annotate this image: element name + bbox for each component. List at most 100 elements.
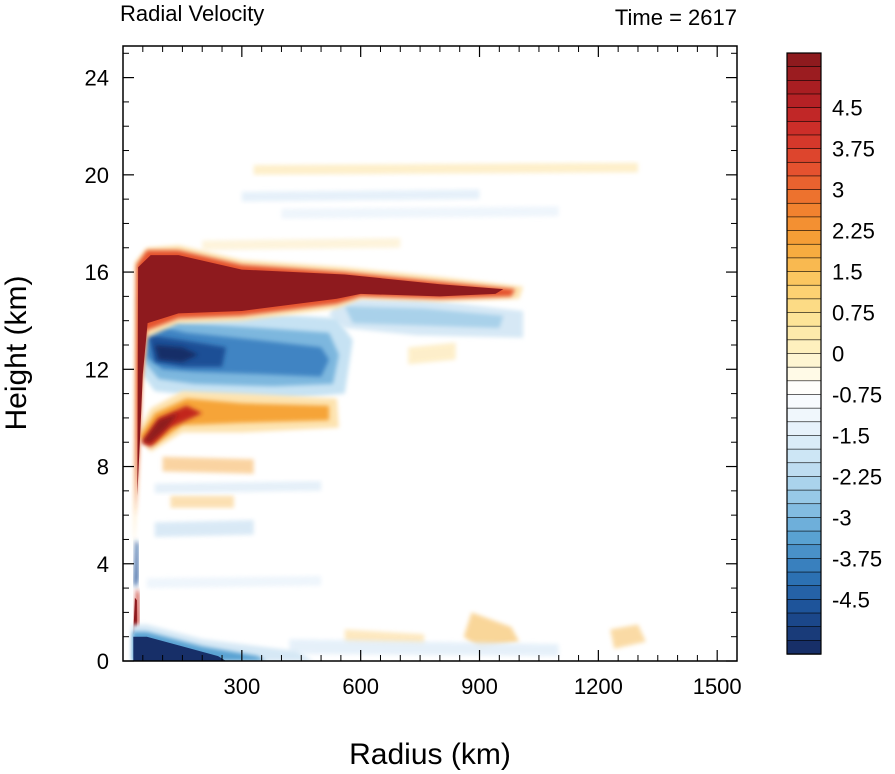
y-tick-label: 24 bbox=[85, 66, 109, 91]
y-axis: 0 4 8 12 16 20 24 bbox=[85, 52, 737, 674]
colorbar-band bbox=[786, 612, 822, 628]
colorbar-band bbox=[786, 216, 822, 232]
colorbar-band bbox=[786, 312, 822, 327]
colorbar-band bbox=[786, 271, 822, 286]
faint-inflow-18km bbox=[281, 206, 559, 219]
faint-inflow-3km bbox=[146, 575, 322, 589]
colorbar-band bbox=[786, 380, 822, 396]
colorbar-band bbox=[786, 230, 822, 245]
upper-inflow-max bbox=[154, 345, 199, 362]
upper-inflow-outer bbox=[344, 306, 504, 328]
colorbar-label: -3.75 bbox=[832, 546, 882, 571]
colorbar-band bbox=[786, 284, 822, 300]
colorbar-band bbox=[786, 189, 822, 204]
x-tick-label: 600 bbox=[342, 674, 379, 699]
plot-area bbox=[122, 45, 738, 662]
colorbar-band bbox=[786, 462, 822, 478]
colorbar-label: -2.25 bbox=[832, 464, 882, 489]
colorbar-label: -0.75 bbox=[832, 382, 882, 407]
faint-outflow-20km bbox=[253, 162, 638, 175]
faint-inflow-5km bbox=[154, 520, 254, 537]
mid-outflow-max bbox=[142, 413, 179, 443]
y-tick-label: 8 bbox=[97, 455, 109, 480]
x-tick-label: 900 bbox=[461, 674, 498, 699]
x-tick-label: 1500 bbox=[693, 674, 742, 699]
colorbar-band bbox=[786, 243, 822, 259]
upper-outflow-core bbox=[137, 255, 504, 496]
colorbar-frame bbox=[786, 52, 822, 655]
colorbar-band bbox=[786, 134, 822, 150]
colorbar-band bbox=[786, 599, 822, 614]
colorbar-band bbox=[786, 544, 822, 560]
colorbar-label: 1.5 bbox=[832, 260, 863, 285]
faint-inflow-19km bbox=[241, 189, 480, 202]
colorbar-band bbox=[786, 503, 822, 519]
colorbar-label: 4.5 bbox=[832, 96, 863, 121]
colorbar-band bbox=[786, 161, 822, 177]
surface-outflow-1250 bbox=[610, 624, 646, 649]
x-tick-label: 300 bbox=[223, 674, 260, 699]
chart-title: Radial Velocity bbox=[120, 1, 264, 26]
faint-outflow-12km bbox=[408, 342, 456, 365]
colorbar-band bbox=[786, 93, 822, 109]
colorbar-band bbox=[786, 407, 822, 423]
colorbar-band bbox=[786, 571, 822, 587]
colorbar-band bbox=[786, 175, 822, 191]
colorbar-band bbox=[786, 80, 822, 95]
colorbar-band bbox=[786, 257, 822, 273]
chart-time-label: Time = 2617 bbox=[615, 5, 737, 30]
y-tick-label: 0 bbox=[97, 649, 109, 674]
colorbar-label: -1.5 bbox=[832, 423, 870, 448]
colorbar-label: 0.75 bbox=[832, 301, 875, 326]
y-axis-label: Height (km) bbox=[0, 275, 33, 430]
surface-inflow-750 bbox=[289, 639, 559, 657]
colorbar-band bbox=[786, 353, 822, 368]
colorbar-label: -3 bbox=[832, 505, 852, 530]
y-tick-label: 16 bbox=[85, 260, 109, 285]
y-tick-label: 4 bbox=[97, 552, 109, 577]
x-axis-label: Radius (km) bbox=[349, 738, 511, 771]
low-outflow-8km bbox=[162, 456, 254, 474]
colorbar: 4.5 3.75 3 2.25 1.5 0.75 0 -0.75 -1.5 -2.25 -3 -3.7… bbox=[786, 52, 882, 655]
colorbar-band bbox=[786, 626, 822, 642]
low-outflow-6km bbox=[170, 495, 234, 508]
colorbar-band bbox=[786, 448, 822, 464]
colorbar-band bbox=[786, 148, 822, 163]
colorbar-band bbox=[786, 52, 822, 68]
colorbar-label: 3 bbox=[832, 178, 844, 203]
faint-outflow-17km bbox=[202, 238, 401, 251]
colorbar-band bbox=[786, 558, 822, 573]
x-axis: 300 600 900 1200 1500 bbox=[142, 46, 742, 699]
colorbar-label: 3.75 bbox=[832, 137, 875, 162]
colorbar-band bbox=[786, 640, 822, 655]
inner-inflow-column bbox=[134, 539, 139, 589]
low-inflow-core bbox=[133, 636, 226, 661]
colorbar-band bbox=[786, 120, 822, 136]
plot-frame bbox=[122, 45, 738, 662]
x-tick-label: 1200 bbox=[574, 674, 623, 699]
colorbar-band bbox=[786, 366, 822, 382]
colorbar-band bbox=[786, 489, 822, 505]
colorbar-band bbox=[786, 66, 822, 82]
colorbar-band bbox=[786, 202, 822, 218]
colorbar-band bbox=[786, 339, 822, 355]
colorbar-label: 2.25 bbox=[832, 219, 875, 244]
colorbar-band bbox=[786, 476, 822, 491]
colorbar-label: -4.5 bbox=[832, 587, 870, 612]
colorbar-band bbox=[786, 107, 822, 122]
colorbar-band bbox=[786, 394, 822, 409]
faint-inflow-7km bbox=[154, 481, 322, 494]
colorbar-label: 0 bbox=[832, 342, 844, 367]
colorbar-band bbox=[786, 435, 822, 450]
velocity-field bbox=[131, 162, 646, 661]
colorbar-band bbox=[786, 585, 822, 601]
colorbar-band bbox=[786, 325, 822, 341]
y-tick-label: 12 bbox=[85, 357, 109, 382]
y-tick-label: 20 bbox=[85, 163, 109, 188]
colorbar-band bbox=[786, 421, 822, 437]
colorbar-band bbox=[786, 298, 822, 314]
colorbar-band bbox=[786, 517, 822, 532]
colorbar-band bbox=[786, 530, 822, 546]
surface-outflow-900 bbox=[463, 612, 520, 649]
